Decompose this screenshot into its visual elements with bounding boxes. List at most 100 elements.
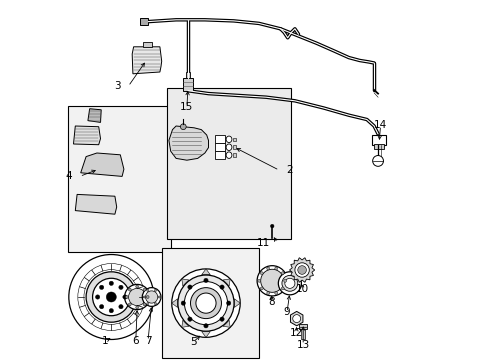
- Polygon shape: [168, 126, 208, 160]
- Circle shape: [257, 266, 287, 296]
- Circle shape: [69, 255, 153, 339]
- Polygon shape: [171, 299, 177, 307]
- Circle shape: [187, 285, 192, 289]
- Circle shape: [154, 302, 156, 305]
- Text: 11: 11: [257, 238, 270, 248]
- Circle shape: [154, 289, 156, 292]
- Text: 6: 6: [132, 336, 139, 346]
- Circle shape: [281, 287, 284, 290]
- Circle shape: [257, 279, 260, 282]
- Text: 8: 8: [267, 297, 274, 307]
- Circle shape: [260, 269, 283, 292]
- Text: 2: 2: [286, 165, 293, 175]
- Circle shape: [270, 224, 273, 228]
- Circle shape: [171, 269, 240, 337]
- Polygon shape: [132, 47, 162, 74]
- Text: 7: 7: [144, 336, 151, 346]
- Bar: [373, 144, 384, 149]
- Circle shape: [146, 302, 149, 305]
- Circle shape: [220, 285, 224, 289]
- Bar: [185, 72, 190, 78]
- Circle shape: [282, 275, 297, 291]
- Circle shape: [178, 275, 234, 331]
- Circle shape: [260, 287, 263, 290]
- Circle shape: [284, 278, 294, 288]
- Polygon shape: [81, 153, 123, 176]
- Ellipse shape: [225, 144, 231, 150]
- Circle shape: [136, 285, 139, 288]
- Circle shape: [266, 292, 269, 294]
- Text: 10: 10: [296, 284, 309, 294]
- Circle shape: [274, 267, 277, 270]
- Text: 12: 12: [289, 328, 303, 338]
- Circle shape: [119, 305, 123, 309]
- Bar: [301, 329, 305, 339]
- Polygon shape: [142, 42, 151, 47]
- Bar: [182, 78, 193, 91]
- Polygon shape: [289, 258, 314, 282]
- Circle shape: [372, 156, 383, 166]
- Circle shape: [203, 324, 208, 328]
- Circle shape: [106, 292, 116, 302]
- Text: 3: 3: [114, 81, 121, 91]
- Circle shape: [145, 291, 158, 303]
- Text: 14: 14: [373, 120, 386, 130]
- Circle shape: [187, 317, 192, 321]
- Circle shape: [220, 317, 224, 321]
- Circle shape: [203, 278, 208, 283]
- Circle shape: [125, 296, 128, 298]
- Circle shape: [128, 288, 145, 306]
- Circle shape: [128, 288, 131, 291]
- Bar: [215, 135, 224, 143]
- Polygon shape: [75, 194, 117, 214]
- Text: 5: 5: [190, 337, 196, 347]
- Circle shape: [124, 284, 149, 310]
- Circle shape: [274, 292, 277, 294]
- Circle shape: [158, 296, 160, 298]
- Circle shape: [294, 263, 309, 277]
- Ellipse shape: [225, 136, 231, 143]
- Circle shape: [180, 124, 186, 130]
- Circle shape: [146, 289, 149, 292]
- Circle shape: [128, 303, 131, 306]
- Polygon shape: [234, 299, 240, 307]
- Circle shape: [119, 285, 123, 289]
- Polygon shape: [182, 279, 188, 286]
- Polygon shape: [182, 320, 188, 327]
- Bar: [68, 106, 170, 252]
- Circle shape: [184, 282, 227, 325]
- Circle shape: [143, 288, 146, 291]
- Text: 15: 15: [180, 102, 193, 112]
- Circle shape: [266, 267, 269, 270]
- Circle shape: [99, 305, 103, 309]
- Polygon shape: [201, 269, 210, 275]
- Bar: [232, 153, 236, 157]
- Text: 1: 1: [102, 336, 108, 346]
- Polygon shape: [223, 279, 230, 286]
- Bar: [167, 88, 291, 239]
- Circle shape: [142, 288, 161, 306]
- Text: 13: 13: [296, 340, 309, 350]
- Circle shape: [86, 272, 136, 322]
- Circle shape: [190, 288, 221, 319]
- Bar: [215, 143, 224, 151]
- Circle shape: [143, 303, 146, 306]
- Circle shape: [122, 295, 127, 299]
- Polygon shape: [88, 109, 101, 122]
- Polygon shape: [73, 126, 101, 145]
- Text: 9: 9: [283, 307, 290, 318]
- Bar: [215, 151, 224, 159]
- Polygon shape: [290, 311, 302, 326]
- Circle shape: [109, 281, 113, 285]
- Circle shape: [260, 272, 263, 275]
- Circle shape: [226, 301, 230, 305]
- Circle shape: [278, 272, 301, 295]
- Bar: [162, 248, 258, 358]
- Circle shape: [196, 293, 216, 313]
- Bar: [232, 145, 236, 149]
- Text: 4: 4: [66, 171, 72, 181]
- Circle shape: [92, 278, 130, 316]
- Ellipse shape: [225, 152, 231, 158]
- Circle shape: [136, 306, 139, 309]
- Bar: [140, 18, 148, 25]
